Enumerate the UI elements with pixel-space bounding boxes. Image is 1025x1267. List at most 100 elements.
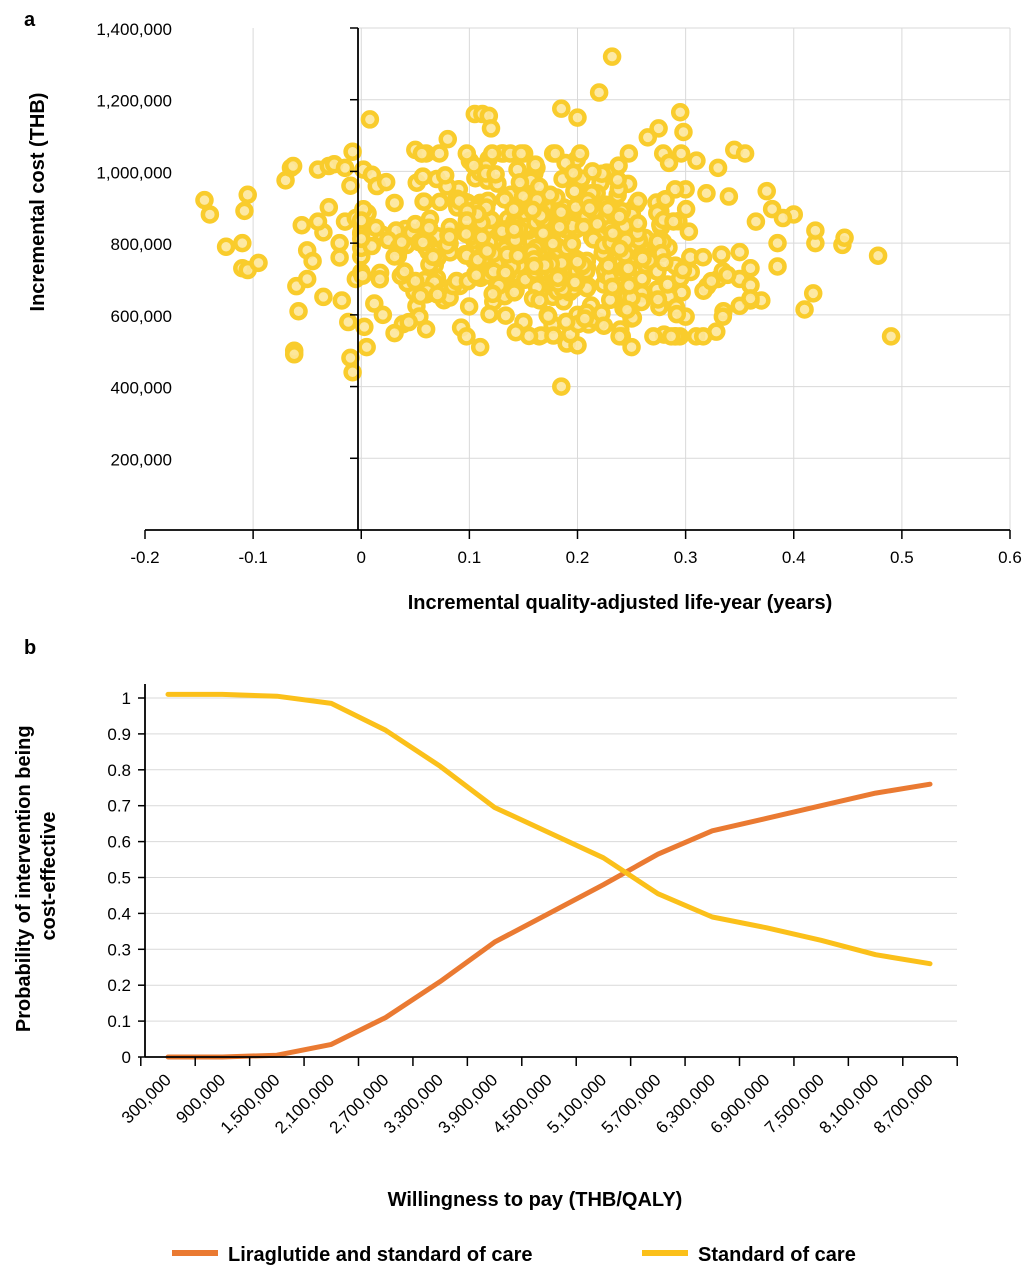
scatter-point <box>438 129 457 149</box>
scatter-point <box>564 163 583 183</box>
y-tick-label: 0.3 <box>107 940 131 959</box>
scatter-point <box>483 284 502 304</box>
scatter-point <box>283 156 303 176</box>
scatter-point <box>664 212 683 231</box>
scatter-point <box>496 263 515 282</box>
scatter-point <box>376 172 396 192</box>
scatter-point <box>235 201 254 221</box>
scatter-point <box>526 155 545 174</box>
panel-b-axes <box>138 684 958 1066</box>
scatter-point <box>608 170 627 190</box>
scatter-point <box>373 305 393 325</box>
scatter-point <box>655 253 674 272</box>
panel-b-grid <box>145 697 957 1022</box>
x-tick-label: 0.5 <box>890 548 914 567</box>
scatter-point <box>881 327 901 346</box>
scatter-point <box>803 284 823 303</box>
legend-standard-label: Standard of care <box>698 1244 856 1266</box>
x-tick-label: 0.6 <box>998 548 1022 567</box>
panel-b-lines <box>165 691 933 1060</box>
scatter-point <box>712 245 731 264</box>
scatter-point <box>741 258 760 278</box>
y-tick-label: 400,000 <box>111 379 172 398</box>
scatter-point <box>580 198 599 218</box>
scatter-point <box>464 156 484 175</box>
scatter-point <box>570 144 590 163</box>
scatter-point <box>676 199 696 219</box>
scatter-point <box>523 200 542 220</box>
scatter-point <box>508 246 528 265</box>
scatter-point <box>504 200 523 219</box>
scatter-point <box>667 304 687 324</box>
scatter-point <box>633 249 652 268</box>
y-tick-label: 0.2 <box>107 976 131 995</box>
scatter-point <box>661 327 681 346</box>
scatter-point <box>249 253 268 273</box>
panel-a-scatter: a -0.2 -0.1 0 0.1 0.2 0.3 0.4 0.5 0.6 200,000 400,… <box>24 9 1022 614</box>
scatter-point <box>430 192 450 212</box>
y-tick-label: 0.7 <box>107 797 131 816</box>
series-liraglutide-line <box>165 781 933 1060</box>
scatter-point <box>365 294 384 313</box>
x-tick-label: 0 <box>357 548 366 567</box>
scatter-point <box>562 234 582 254</box>
scatter-point <box>330 248 349 267</box>
scatter-point <box>510 173 530 192</box>
scatter-point <box>341 348 360 368</box>
scatter-point <box>659 153 679 173</box>
scatter-point <box>708 158 728 178</box>
scatter-point <box>392 232 411 252</box>
scatter-point <box>719 187 739 206</box>
scatter-point <box>671 144 691 163</box>
scatter-point <box>341 176 360 196</box>
scatter-point <box>543 234 563 253</box>
panel-a-axes <box>144 27 1011 539</box>
scatter-point <box>693 327 713 346</box>
scatter-point <box>551 202 571 222</box>
scatter-point <box>419 218 439 237</box>
scatter-point <box>746 212 766 231</box>
panel-b-legend: Liraglutide and standard of care Standar… <box>172 1244 856 1266</box>
scatter-point <box>339 312 358 332</box>
scatter-point <box>602 47 622 66</box>
scatter-point <box>768 257 787 276</box>
scatter-point <box>552 377 571 396</box>
panel-b-y-axis-label-line-1: Probability of intervention being <box>13 725 35 1032</box>
scatter-point <box>693 248 713 267</box>
scatter-point <box>530 291 549 310</box>
scatter-point <box>414 192 434 211</box>
scatter-point <box>413 167 433 186</box>
scatter-point <box>406 271 425 291</box>
scatter-point <box>687 151 706 170</box>
scatter-point <box>506 323 526 342</box>
scatter-point <box>670 103 690 122</box>
scatter-point <box>544 326 563 345</box>
scatter-point <box>297 269 317 289</box>
scatter-point <box>195 190 214 210</box>
scatter-point <box>330 233 349 253</box>
scatter-point <box>628 214 648 233</box>
scatter-point <box>548 268 568 288</box>
scatter-point <box>238 185 257 204</box>
scatter-point <box>679 222 699 241</box>
scatter-point <box>233 233 252 253</box>
scatter-point <box>477 241 497 261</box>
scatter-point <box>599 256 618 275</box>
x-tick-label: 8,700,000 <box>870 1070 937 1137</box>
scatter-point <box>216 237 236 256</box>
scatter-point <box>360 110 380 129</box>
x-tick-label: -0.2 <box>130 548 159 567</box>
scatter-point <box>395 262 414 281</box>
scatter-point <box>610 239 630 259</box>
scatter-point <box>200 205 220 224</box>
scatter-point <box>399 312 418 332</box>
scatter-point <box>713 307 733 326</box>
scatter-point <box>575 309 595 328</box>
panel-a-x-axis-label: Incremental quality-adjusted life-year (… <box>408 592 833 614</box>
scatter-point <box>413 233 433 252</box>
y-tick-label: 200,000 <box>111 450 172 469</box>
y-tick-label: 1,400,000 <box>96 20 172 39</box>
y-tick-label: 0 <box>122 1048 131 1067</box>
scatter-point <box>868 246 888 265</box>
